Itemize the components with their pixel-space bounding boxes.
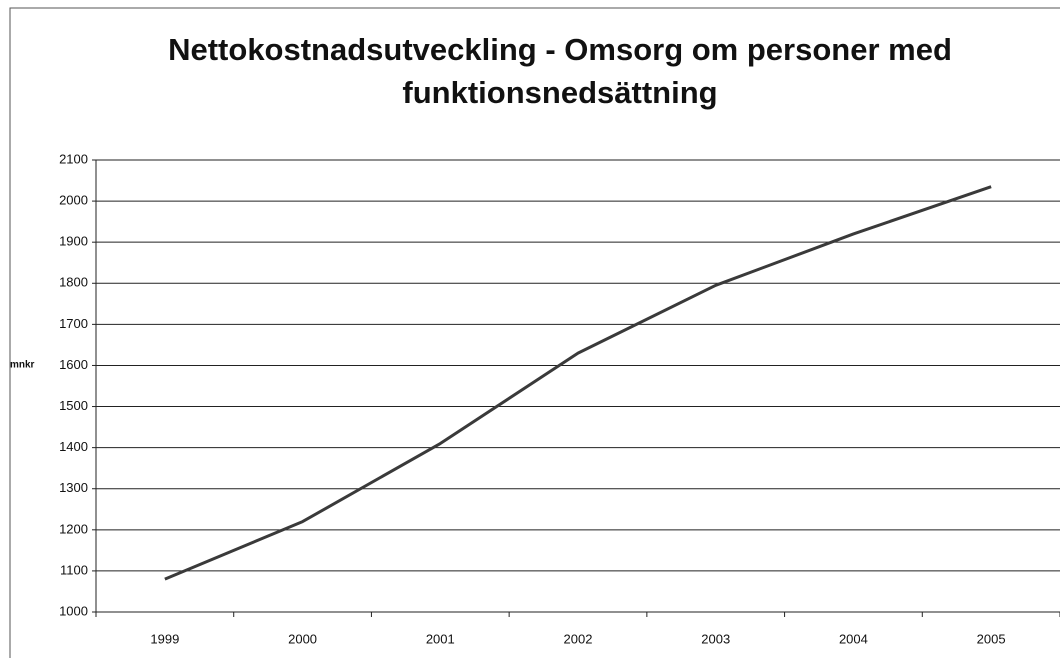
x-tick-label: 1999 xyxy=(150,631,179,646)
y-tick-label: 2100 xyxy=(59,151,88,166)
y-tick-label: 1400 xyxy=(59,439,88,454)
y-tick-label: 1500 xyxy=(59,398,88,413)
x-tick-label: 2005 xyxy=(977,631,1006,646)
y-tick-label: 1000 xyxy=(59,603,88,618)
x-tick-label: 2001 xyxy=(426,631,455,646)
y-tick-label: 1700 xyxy=(59,316,88,331)
x-tick-label: 2003 xyxy=(701,631,730,646)
chart-frame xyxy=(9,7,1060,658)
y-axis-label: mnkr xyxy=(10,360,35,371)
x-tick-label: 2000 xyxy=(288,631,317,646)
y-tick-label: 1600 xyxy=(59,357,88,372)
data-line xyxy=(164,185,992,581)
x-tick-label: 2004 xyxy=(839,631,868,646)
y-tick-label: 2000 xyxy=(59,193,88,208)
y-tick-label: 1200 xyxy=(59,521,88,536)
x-tick-label: 2002 xyxy=(564,631,593,646)
y-tick-label: 1100 xyxy=(60,562,88,577)
y-tick-label: 1800 xyxy=(59,275,88,290)
y-tick-label: 1900 xyxy=(59,234,88,249)
y-tick-label: 1300 xyxy=(59,480,88,495)
chart-title: Nettokostnadsutveckling - Omsorg om pers… xyxy=(168,32,952,110)
